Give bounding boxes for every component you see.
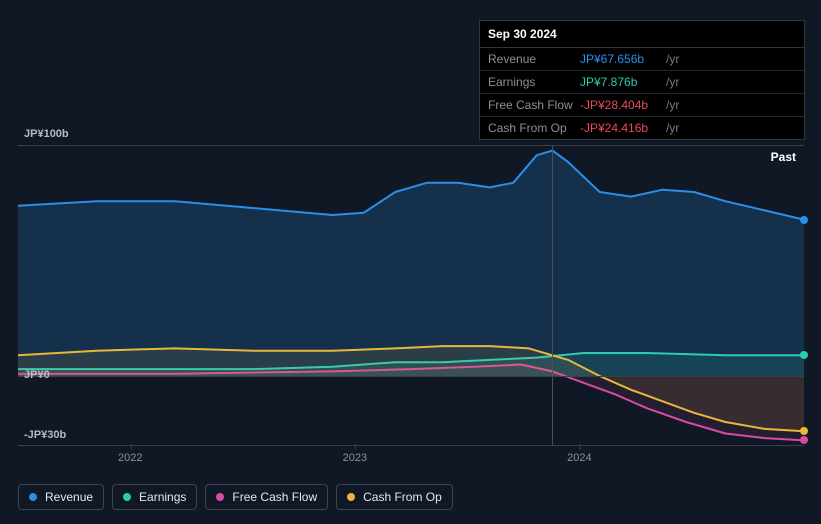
tooltip-row: Cash From Op-JP¥24.416b/yr [480,117,804,139]
legend-label: Earnings [139,490,186,504]
tooltip-metric-value: JP¥7.876b [580,75,662,89]
legend-swatch [29,493,37,501]
legend-label: Free Cash Flow [232,490,317,504]
chart-svg [18,146,804,445]
series-end-marker [800,351,808,359]
legend-item[interactable]: Earnings [112,484,197,510]
chart-area[interactable]: Past JP¥0 [18,145,804,446]
x-axis-tick: 2023 [343,452,367,464]
tooltip-metric-label: Earnings [488,75,580,89]
y-axis-label-zero: JP¥0 [24,369,50,381]
y-axis-label-top: JP¥100b [24,128,69,140]
x-axis-tick: 2024 [567,452,591,464]
chart-legend: Revenue Earnings Free Cash Flow Cash From O… [18,484,453,510]
tooltip-metric-label: Revenue [488,52,580,66]
legend-item[interactable]: Revenue [18,484,104,510]
legend-label: Revenue [45,490,93,504]
tooltip-metric-label: Free Cash Flow [488,98,580,112]
x-axis-tick: 2022 [118,452,142,464]
tooltip-metric-value: -JP¥24.416b [580,121,662,135]
tooltip-metric-value: JP¥67.656b [580,52,662,66]
legend-item[interactable]: Cash From Op [336,484,453,510]
tooltip-row: EarningsJP¥7.876b/yr [480,71,804,94]
tooltip-row: RevenueJP¥67.656b/yr [480,48,804,71]
tooltip-metric-value: -JP¥28.404b [580,98,662,112]
tooltip-metric-label: Cash From Op [488,121,580,135]
tooltip-metric-unit: /yr [666,52,679,66]
y-axis-label-bottom: -JP¥30b [24,429,66,441]
series-end-marker [800,216,808,224]
legend-swatch [123,493,131,501]
legend-swatch [216,493,224,501]
tooltip-date: Sep 30 2024 [480,21,804,48]
tooltip-metric-unit: /yr [666,121,679,135]
zero-gridline [18,376,804,377]
tooltip-metric-unit: /yr [666,98,679,112]
x-axis: 2022 2023 2024 [18,452,804,472]
legend-label: Cash From Op [363,490,442,504]
legend-item[interactable]: Free Cash Flow [205,484,328,510]
series-end-marker [800,436,808,444]
legend-swatch [347,493,355,501]
crosshair-line [552,146,553,445]
tooltip-row: Free Cash Flow-JP¥28.404b/yr [480,94,804,117]
tooltip-metric-unit: /yr [666,75,679,89]
chart-tooltip: Sep 30 2024 RevenueJP¥67.656b/yrEarnings… [479,20,805,140]
series-end-marker [800,427,808,435]
